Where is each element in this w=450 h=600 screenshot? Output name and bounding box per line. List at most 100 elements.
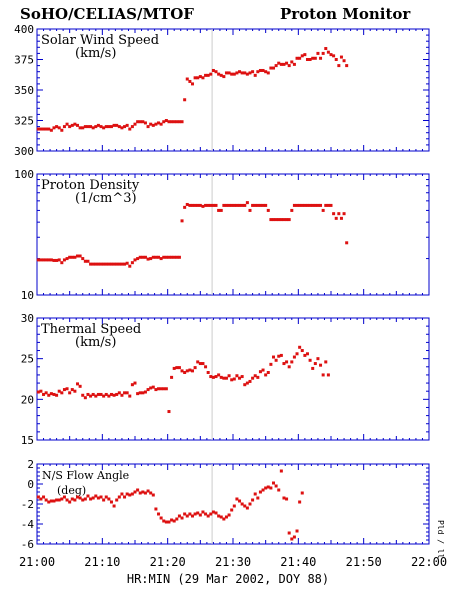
panel-unit: (deg) bbox=[57, 484, 86, 497]
data-point bbox=[332, 54, 336, 58]
x-tick-label: 22:00 bbox=[411, 555, 447, 569]
panel-2: 10 100 Proton Density(1/cm^3) bbox=[14, 168, 430, 302]
data-point bbox=[287, 64, 291, 68]
data-point bbox=[227, 374, 231, 378]
data-point bbox=[177, 514, 181, 518]
data-point bbox=[324, 203, 328, 207]
data-point bbox=[316, 51, 320, 55]
data-point bbox=[183, 512, 187, 516]
data-point bbox=[117, 391, 121, 395]
data-point bbox=[112, 123, 116, 127]
data-point bbox=[117, 125, 121, 129]
panel-title: N/S Flow Angle bbox=[42, 469, 129, 482]
data-point bbox=[154, 122, 158, 126]
data-point bbox=[264, 486, 268, 490]
y-tick-label: 2 bbox=[27, 458, 34, 471]
y-tick-label: 100 bbox=[14, 168, 34, 181]
data-point bbox=[73, 122, 77, 126]
data-point bbox=[339, 216, 343, 220]
data-point bbox=[251, 203, 255, 207]
data-point bbox=[198, 203, 202, 207]
data-point bbox=[196, 360, 200, 364]
data-point bbox=[49, 499, 53, 503]
data-point bbox=[319, 203, 323, 207]
data-point bbox=[227, 71, 231, 75]
data-point bbox=[211, 68, 215, 72]
data-point bbox=[334, 58, 338, 61]
data-point bbox=[52, 499, 56, 503]
data-point bbox=[62, 258, 66, 262]
data-point bbox=[258, 490, 262, 494]
data-point bbox=[277, 488, 281, 492]
data-point bbox=[157, 255, 161, 259]
data-point bbox=[308, 358, 312, 362]
data-point bbox=[128, 264, 132, 268]
data-point bbox=[65, 122, 69, 126]
data-point bbox=[36, 127, 40, 131]
data-point bbox=[94, 125, 98, 129]
data-point bbox=[125, 261, 129, 265]
data-point bbox=[245, 381, 249, 385]
data-point bbox=[245, 72, 249, 76]
data-point bbox=[151, 493, 155, 497]
data-point bbox=[261, 203, 265, 207]
data-point bbox=[224, 203, 228, 207]
data-point bbox=[49, 258, 53, 262]
data-point bbox=[167, 255, 171, 259]
data-point bbox=[201, 76, 205, 80]
data-point bbox=[125, 391, 129, 395]
data-point bbox=[311, 203, 315, 207]
data-point bbox=[107, 262, 111, 266]
data-point bbox=[204, 203, 208, 207]
data-point bbox=[177, 366, 181, 370]
data-point bbox=[230, 508, 234, 512]
data-point bbox=[217, 514, 221, 518]
data-point bbox=[81, 126, 85, 130]
data-point bbox=[76, 254, 80, 258]
data-point bbox=[201, 510, 205, 514]
data-point bbox=[115, 392, 119, 396]
data-point bbox=[248, 502, 252, 506]
data-point bbox=[180, 369, 184, 373]
data-point bbox=[313, 56, 317, 60]
x-tick-label: 21:30 bbox=[215, 555, 251, 569]
data-point bbox=[180, 516, 184, 520]
data-point bbox=[162, 519, 166, 523]
data-point bbox=[141, 255, 145, 259]
data-point bbox=[164, 520, 168, 524]
data-point bbox=[214, 375, 218, 379]
data-point bbox=[109, 392, 113, 396]
data-point bbox=[167, 410, 171, 414]
data-point bbox=[78, 384, 82, 388]
data-point bbox=[345, 64, 349, 68]
data-point bbox=[211, 203, 215, 207]
data-point bbox=[159, 257, 163, 261]
data-point bbox=[183, 98, 187, 102]
data-point bbox=[214, 203, 218, 207]
data-point bbox=[60, 391, 64, 395]
data-point bbox=[238, 203, 242, 207]
data-point bbox=[109, 500, 113, 504]
data-point bbox=[170, 255, 174, 259]
data-point bbox=[141, 120, 145, 124]
data-point bbox=[136, 488, 140, 492]
data-point bbox=[170, 518, 174, 522]
panel-title: Solar Wind Speed bbox=[41, 33, 159, 48]
data-point bbox=[104, 262, 108, 266]
data-point bbox=[292, 355, 296, 359]
data-point bbox=[196, 203, 200, 207]
data-point bbox=[256, 496, 260, 500]
data-point bbox=[104, 495, 108, 499]
data-point bbox=[112, 504, 116, 508]
data-point bbox=[130, 125, 134, 129]
y-tick-label: 15 bbox=[21, 434, 34, 447]
header-right-title: Proton Monitor bbox=[280, 5, 411, 23]
data-point bbox=[219, 73, 223, 77]
data-point bbox=[39, 497, 43, 501]
data-point bbox=[83, 497, 87, 501]
data-point bbox=[151, 123, 155, 127]
data-point bbox=[86, 494, 90, 498]
data-point bbox=[232, 203, 236, 207]
data-point bbox=[308, 203, 312, 207]
data-point bbox=[321, 373, 325, 377]
